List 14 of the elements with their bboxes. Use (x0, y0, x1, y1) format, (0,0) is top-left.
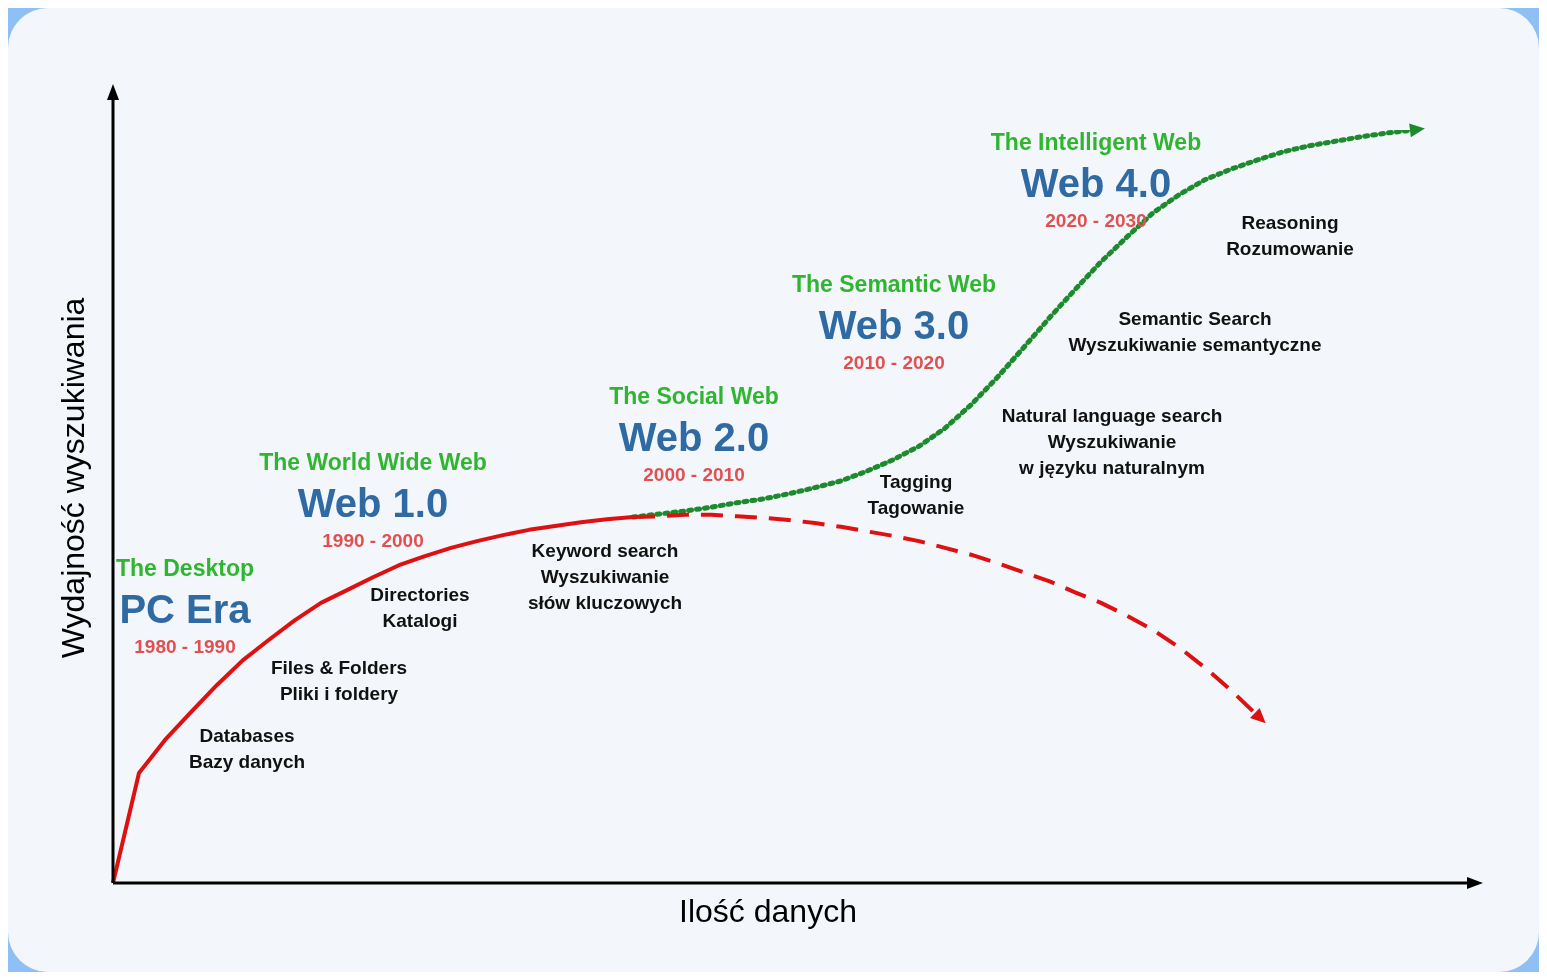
annotation: The Semantic Web Web 3.0 2010 - 2020 (791, 271, 997, 374)
annotation: The World Wide Web Web 1.0 1990 - 2000 (259, 449, 487, 552)
annotation: The Social Web Web 2.0 2000 - 2010 (609, 383, 779, 486)
annotation: Semantic Search Wyszukiwanie semantyczne (1068, 308, 1322, 356)
annotation: Reasoning Rozumowanie (1226, 212, 1354, 260)
annotation: Natural language search Wyszukiwanie w języku naturalnym (1001, 405, 1223, 479)
annotation: Databases Bazy danych (188, 725, 306, 773)
annotation: Files & Folders Pliki i foldery (270, 657, 408, 705)
annotation: Keyword search Wyszukiwanie słów kluczowych (527, 540, 683, 614)
y-axis-title: Wydajność wyszukiwania (54, 297, 91, 659)
annotation: Directories Katalogi (370, 584, 470, 632)
annotation: The Desktop PC Era 1980 - 1990 (115, 555, 255, 658)
annotation: Tagging Tagowanie (867, 471, 965, 519)
x-axis-title: Ilość danych (679, 892, 857, 929)
